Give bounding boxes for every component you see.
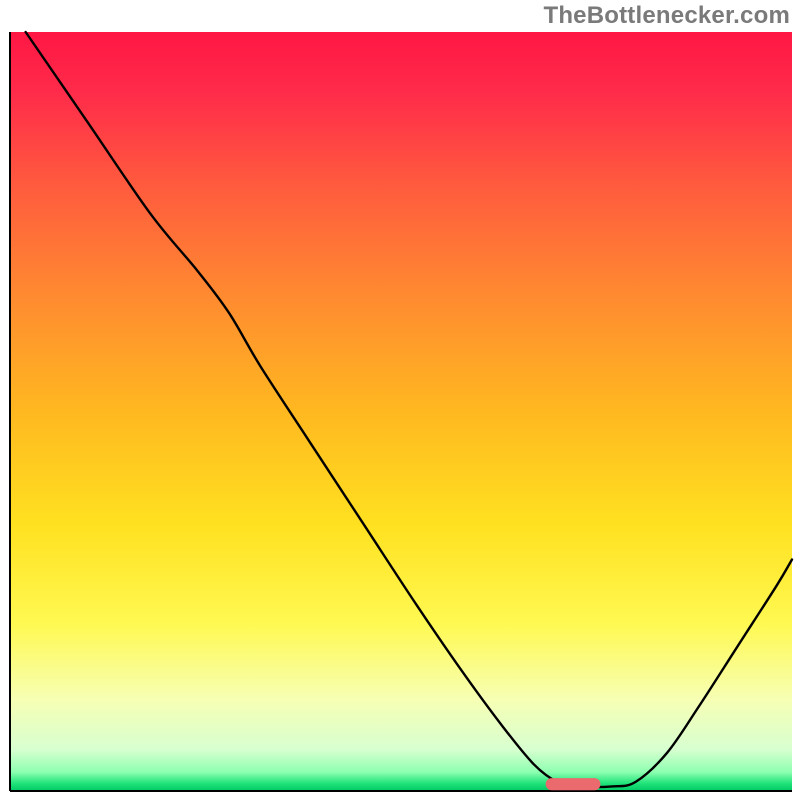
watermark-text: TheBottlenecker.com bbox=[543, 2, 790, 30]
chart-svg bbox=[0, 0, 800, 800]
bottleneck-chart: TheBottlenecker.com bbox=[0, 0, 800, 800]
optimal-marker bbox=[546, 778, 601, 790]
gradient-background bbox=[10, 32, 792, 791]
